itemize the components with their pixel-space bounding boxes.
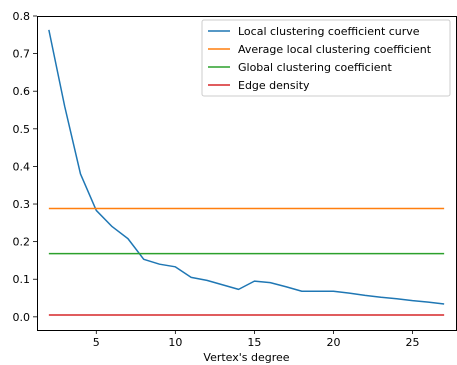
y-tick-label: 0.0: [13, 311, 31, 324]
legend-entry: Average local clustering coefficient: [238, 43, 432, 56]
x-tick-label: 25: [406, 336, 420, 349]
y-tick-label: 0.2: [13, 236, 31, 249]
legend-entry: Global clustering coefficient: [238, 61, 393, 74]
x-tick-label: 20: [326, 336, 340, 349]
x-tick-label: 10: [168, 336, 182, 349]
series-line-1: [48, 29, 445, 305]
legend-box: [201, 19, 451, 97]
y-tick-label: 0.3: [13, 198, 31, 211]
series-layer: [48, 29, 445, 316]
y-axis-ticks: 0.0 0.1 0.2 0.3 0.4 0.5 0.6 0.7 0.8: [13, 10, 37, 324]
x-axis-ticks: 5 10 15 20 25: [93, 330, 420, 349]
x-tick-label: 15: [247, 336, 261, 349]
y-tick-label: 0.7: [13, 48, 31, 61]
legend-entry: Local clustering coefficient curve: [238, 25, 420, 38]
y-tick-label: 0.6: [13, 85, 31, 98]
x-axis-label: Vertex's degree: [203, 351, 289, 364]
y-tick-label: 0.8: [13, 10, 31, 23]
legend-entry: Edge density: [238, 79, 310, 92]
y-tick-label: 0.1: [13, 273, 31, 286]
y-tick-label: 0.5: [13, 123, 31, 136]
y-tick-label: 0.4: [13, 160, 31, 173]
x-tick-label: 5: [93, 336, 100, 349]
legend: Local clustering coefficient curve Averag…: [201, 19, 451, 97]
